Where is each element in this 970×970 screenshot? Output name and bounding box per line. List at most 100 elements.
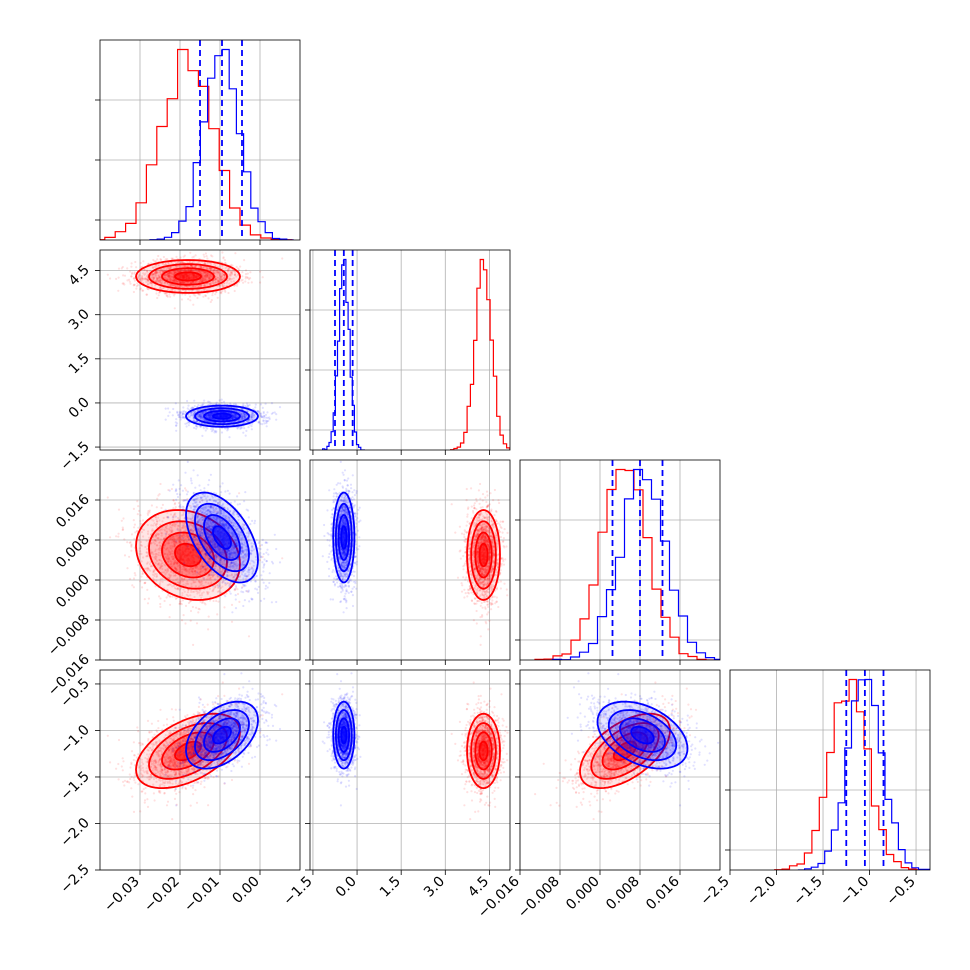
scatter-point: [168, 267, 171, 270]
scatter-point: [470, 591, 473, 594]
scatter-point: [232, 280, 235, 283]
scatter-point: [230, 277, 233, 281]
scatter-point: [132, 586, 135, 589]
scatter-point: [210, 275, 214, 278]
scatter-point: [208, 274, 211, 277]
scatter-point: [168, 274, 171, 277]
scatter-point: [475, 602, 478, 605]
scatter-point: [475, 497, 478, 501]
contour-line: [161, 267, 215, 286]
scatter-point: [186, 269, 189, 272]
scatter-point: [211, 294, 214, 297]
scatter-point: [189, 251, 192, 254]
scatter-point: [227, 268, 230, 271]
scatter-point: [115, 535, 118, 538]
scatter-point: [117, 289, 120, 292]
scatter-point: [161, 281, 164, 285]
scatter-point: [464, 537, 467, 541]
scatter-point: [241, 271, 244, 274]
scatter-point: [232, 277, 235, 280]
scatter-point: [465, 531, 469, 534]
scatter-point: [456, 576, 460, 579]
scatter-point: [167, 275, 170, 278]
scatter-point: [155, 271, 158, 274]
scatter-point: [169, 284, 172, 287]
scatter-point: [137, 526, 140, 529]
scatter-point: [233, 289, 236, 293]
scatter-point: [497, 499, 500, 502]
scatter-point: [162, 270, 165, 273]
scatter-point: [150, 504, 153, 507]
scatter-point: [173, 272, 176, 275]
scatter-point: [169, 266, 172, 269]
scatter-point: [221, 283, 224, 286]
scatter-point: [463, 540, 466, 543]
scatter-point: [492, 499, 495, 502]
scatter-point: [207, 272, 210, 275]
scatter-point: [236, 267, 240, 270]
scatter-point: [175, 269, 178, 272]
scatter-point: [183, 264, 186, 267]
scatter-point: [172, 275, 175, 278]
scatter-point: [195, 566, 198, 570]
scatter-point: [173, 279, 176, 283]
scatter-point: [218, 521, 221, 525]
scatter-point: [246, 272, 249, 275]
scatter-point: [157, 271, 160, 274]
scatter-point: [204, 603, 207, 606]
scatter-point: [466, 513, 469, 516]
scatter-point: [178, 280, 181, 283]
scatter-point: [177, 280, 180, 283]
scatter-point: [168, 274, 171, 277]
scatter-point: [259, 281, 262, 284]
scatter-point: [155, 279, 159, 282]
scatter-point: [148, 509, 151, 512]
scatter-point: [168, 577, 171, 580]
scatter-point: [169, 283, 172, 286]
scatter-point: [190, 285, 193, 288]
scatter-point: [215, 278, 218, 281]
scatter-point: [208, 277, 211, 280]
scatter-point: [223, 277, 226, 280]
scatter-point: [224, 267, 227, 270]
scatter-point: [461, 584, 464, 587]
scatter-point: [183, 281, 186, 284]
scatter-point: [126, 541, 129, 544]
scatter-point: [206, 267, 209, 271]
scatter-point: [151, 273, 154, 277]
scatter-point: [146, 588, 149, 592]
scatter-point: [171, 272, 174, 275]
scatter-point: [213, 271, 216, 274]
scatter-point: [177, 501, 180, 505]
scatter-point: [234, 273, 237, 276]
scatter-point: [184, 269, 187, 272]
scatter-point: [152, 278, 155, 281]
scatter-point: [244, 280, 247, 283]
scatter-point: [221, 285, 224, 288]
scatter-point: [161, 270, 164, 273]
scatter-point: [189, 264, 193, 267]
scatter-point: [187, 298, 190, 301]
scatter-point: [479, 643, 482, 647]
scatter-point: [122, 528, 125, 531]
scatter-point: [186, 260, 189, 263]
scatter-point: [152, 266, 155, 269]
scatter-point: [157, 277, 160, 280]
panel-2-2: [515, 460, 720, 665]
scatter-point: [220, 279, 223, 282]
scatter-point: [210, 282, 213, 285]
scatter-point: [121, 265, 124, 269]
scatter-point: [157, 279, 160, 283]
scatter-point: [150, 276, 154, 279]
scatter-point: [191, 570, 194, 574]
scatter-point: [147, 288, 150, 291]
scatter-point: [159, 269, 162, 272]
scatter-point: [115, 277, 118, 280]
scatter-point: [202, 270, 205, 273]
scatter-point: [486, 494, 489, 497]
scatter-point: [206, 275, 209, 278]
scatter-point: [169, 295, 172, 298]
scatter-point: [180, 281, 183, 284]
scatter-point: [197, 269, 200, 272]
scatter-point: [473, 502, 476, 505]
